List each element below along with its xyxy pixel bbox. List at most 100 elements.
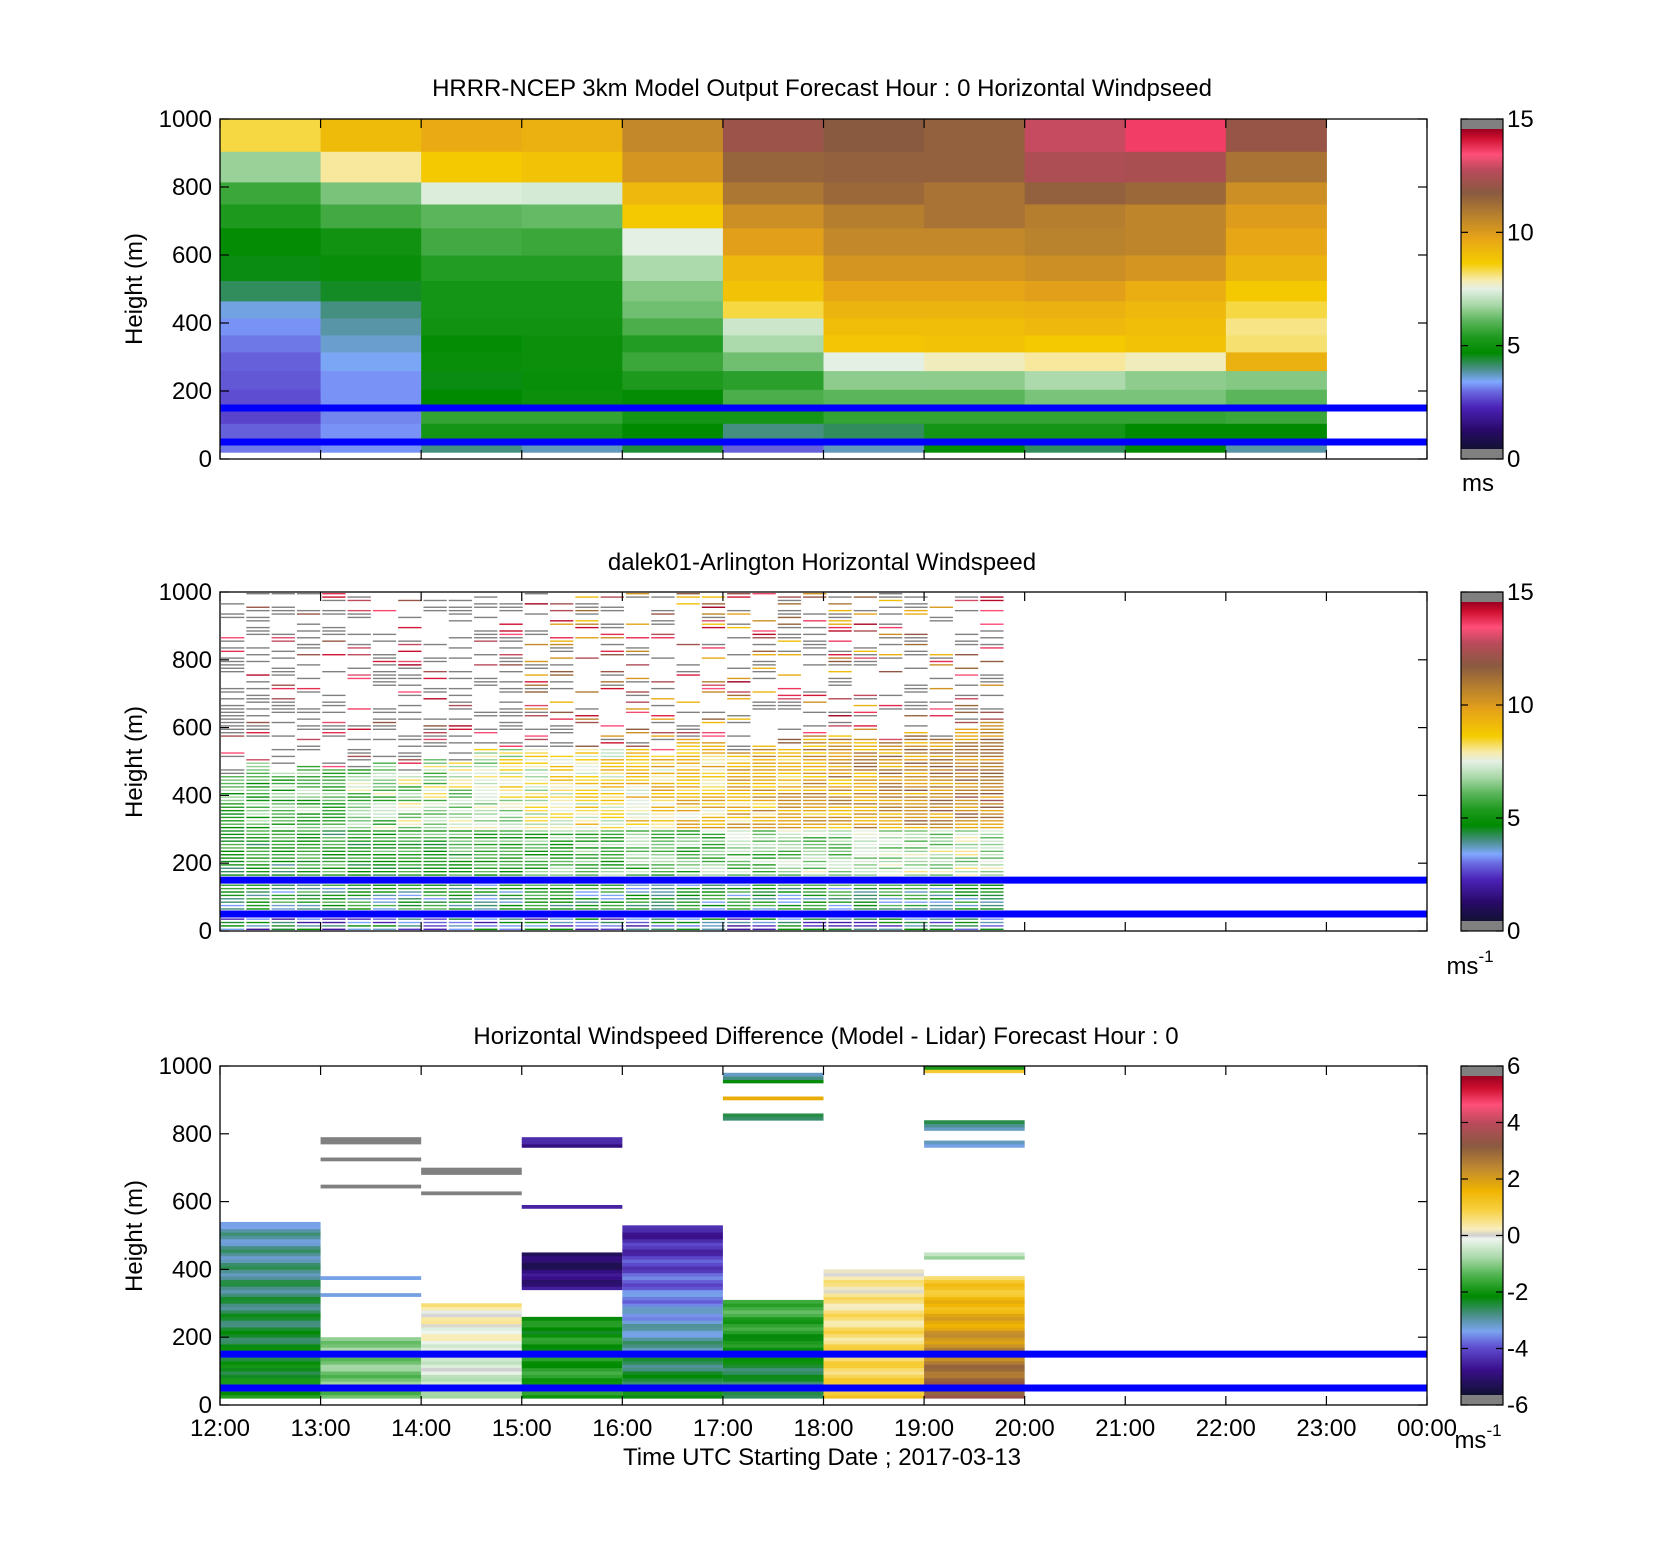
- lidar-cell: [904, 887, 928, 890]
- lidar-cell: [271, 708, 295, 710]
- difference-cell: [521, 1266, 623, 1270]
- lidar-cell: [271, 847, 295, 849]
- lidar-cell: [853, 660, 878, 663]
- lidar-cell: [828, 765, 852, 768]
- lidar-cell: [372, 898, 397, 900]
- lidar-cell: [372, 664, 397, 666]
- lidar-cell: [448, 677, 473, 680]
- model-cell: [622, 181, 724, 205]
- lidar-cell: [246, 786, 270, 788]
- lidar-cell: [676, 908, 700, 910]
- lidar-cell: [600, 687, 624, 690]
- model-cell: [421, 389, 523, 407]
- lidar-cell: [347, 904, 371, 907]
- lidar-cell: [904, 813, 928, 815]
- lidar-cell: [929, 660, 953, 663]
- lidar-cell: [777, 769, 802, 771]
- lidar-cell: [904, 633, 928, 636]
- lidar-cell: [929, 779, 953, 781]
- lidar-cell: [701, 864, 726, 866]
- lidar-cell: [423, 772, 447, 775]
- lidar-cell: [575, 874, 599, 876]
- lidar-cell: [499, 816, 523, 819]
- lidar-cell: [575, 769, 599, 771]
- lidar-cell: [803, 613, 827, 615]
- lidar-cell: [625, 762, 650, 764]
- lidar-cell: [575, 921, 599, 924]
- lidar-cell: [701, 721, 726, 724]
- y-tick-label: 800: [172, 1121, 212, 1148]
- lidar-cell: [980, 850, 1004, 853]
- model-cell: [1024, 280, 1126, 302]
- lidar-cell: [701, 813, 726, 815]
- difference-cell: [220, 1377, 321, 1382]
- difference-cell: [722, 1394, 824, 1399]
- lidar-cell: [904, 731, 928, 734]
- lidar-cell: [499, 708, 523, 710]
- y-tick-label: 200: [172, 378, 212, 405]
- heatmap-model: [220, 119, 1327, 453]
- lidar-cell: [499, 725, 523, 727]
- y-tick-label: 600: [172, 242, 212, 269]
- model-cell: [1024, 255, 1126, 281]
- lidar-cell: [524, 925, 549, 927]
- difference-cell: [622, 1228, 723, 1233]
- lidar-cell: [651, 904, 675, 907]
- lidar-cell: [777, 806, 802, 808]
- lidar-cell: [625, 840, 650, 842]
- lidar-cell: [524, 806, 549, 808]
- lidar-cell: [575, 887, 599, 890]
- lidar-cell: [575, 867, 599, 869]
- difference-cell: [622, 1286, 723, 1291]
- lidar-cell: [904, 708, 928, 710]
- lidar-cell: [423, 921, 447, 924]
- lidar-cell: [600, 826, 624, 829]
- lidar-cell: [550, 820, 574, 822]
- lidar-cell: [423, 742, 447, 744]
- lidar-cell: [271, 850, 295, 853]
- lidar-cell: [499, 701, 523, 703]
- lidar-cell: [625, 748, 650, 751]
- lidar-cell: [954, 901, 979, 903]
- model-cell: [924, 334, 1026, 353]
- lidar-cell: [701, 616, 726, 619]
- lidar-cell: [322, 694, 346, 697]
- difference-cell: [823, 1360, 925, 1365]
- lidar-cell: [625, 860, 650, 863]
- lidar-cell: [853, 647, 878, 649]
- difference-cell: [924, 1337, 1025, 1341]
- lidar-cell: [423, 847, 447, 849]
- lidar-cell: [625, 776, 650, 778]
- lidar-cell: [271, 901, 295, 903]
- lidar-cell: [828, 657, 852, 659]
- difference-cell: [220, 1371, 321, 1375]
- lidar-cell: [322, 613, 346, 615]
- difference-cell: [521, 1333, 623, 1338]
- difference-cell: [622, 1371, 723, 1375]
- lidar-cell: [474, 596, 498, 598]
- lidar-cell: [625, 596, 650, 598]
- lidar-cell: [980, 779, 1004, 781]
- lidar-cell: [752, 789, 776, 792]
- lidar-cell: [524, 928, 549, 930]
- lidar-cell: [600, 898, 624, 900]
- lidar-cell: [322, 809, 346, 812]
- lidar-cell: [904, 820, 928, 822]
- lidar-cell: [980, 830, 1004, 832]
- lidar-cell: [853, 816, 878, 819]
- lidar-cell: [448, 772, 473, 775]
- lidar-cell: [372, 660, 397, 663]
- model-cell: [622, 389, 724, 407]
- lidar-cell: [701, 820, 726, 822]
- lidar-cell: [423, 793, 447, 795]
- lidar-cell: [347, 925, 371, 927]
- lidar-cell: [651, 731, 675, 734]
- lidar-cell: [828, 918, 852, 920]
- lidar-cell: [448, 657, 473, 659]
- lidar-cell: [600, 803, 624, 805]
- lidar-cell: [499, 748, 523, 751]
- colorbar-tick-label: 10: [1507, 219, 1534, 246]
- lidar-cell: [803, 820, 827, 822]
